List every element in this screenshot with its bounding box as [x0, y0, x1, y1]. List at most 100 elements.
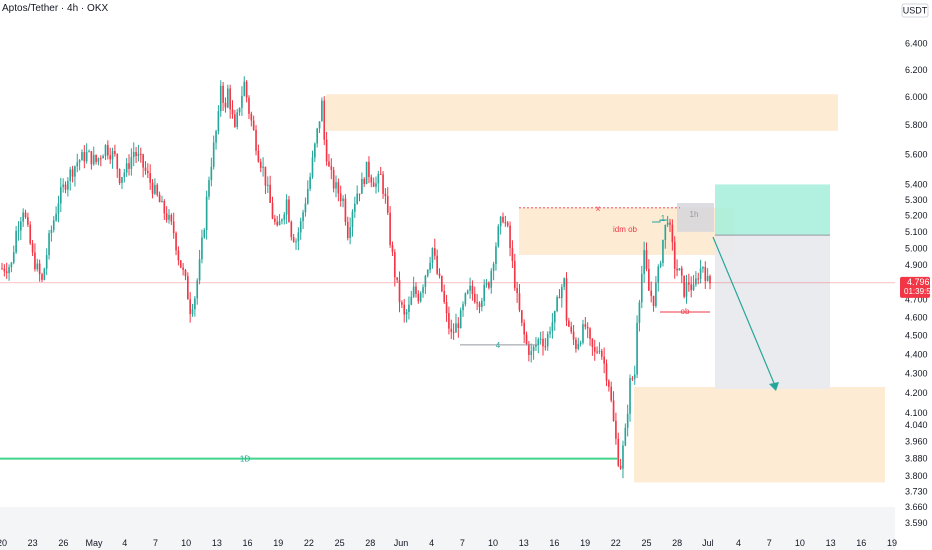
price-tick: 4.100 [905, 408, 928, 418]
candle-body [62, 184, 64, 188]
time-tick: 25 [641, 538, 651, 548]
candle-body [121, 177, 123, 184]
candle-body [215, 131, 217, 143]
candle-body [624, 427, 627, 446]
candle-body [582, 324, 584, 343]
marker-x: x [596, 204, 600, 213]
candle-body [436, 255, 438, 274]
candle-body [262, 166, 264, 168]
price-axis[interactable]: 6.400 6.200 6.000 5.800 5.600 5.400 5.300 5.200… [905, 39, 928, 529]
candle-body [657, 266, 660, 283]
candle-body [633, 374, 636, 379]
candle-body [438, 273, 441, 277]
annotations-layer: 1D 4 idm ob 1h ob x 1 [240, 204, 779, 464]
candle-body [645, 250, 648, 269]
time-tick: 10 [181, 538, 191, 548]
bos-line [652, 219, 668, 223]
currency-badge[interactable]: USDT [901, 3, 929, 18]
candle-body [139, 153, 142, 155]
candle-body [107, 145, 109, 156]
candle-body [396, 277, 398, 280]
candle-body [158, 194, 161, 203]
candle-body [655, 282, 657, 306]
candle-body [471, 285, 474, 294]
time-tick: 4 [736, 538, 741, 548]
candle-body [593, 347, 596, 352]
label-1: 1 [661, 214, 666, 223]
candle-body [38, 263, 41, 275]
time-axis[interactable]: 20 23 26 May 4 7 10 13 16 19 22 25 28 Jun 4 7 10 13 16 19 22… [0, 538, 897, 548]
candle-body [546, 333, 549, 347]
price-tick: 5.600 [905, 149, 928, 159]
candle-body [516, 288, 518, 294]
price-tick: 5.200 [905, 211, 928, 221]
time-tick: 22 [611, 538, 621, 548]
price-tick: 4.600 [905, 312, 928, 322]
candle-body [610, 386, 613, 401]
candle-body [518, 293, 521, 311]
candle-body [598, 350, 601, 352]
candle-body [285, 199, 288, 215]
candle-body [382, 174, 384, 194]
candle-body [186, 276, 189, 300]
candle-body [685, 282, 688, 297]
candle-body [201, 237, 203, 260]
candle-body [3, 268, 6, 272]
candle-body [426, 269, 429, 276]
candle-body [57, 203, 60, 214]
time-tick: 25 [335, 538, 345, 548]
time-tick: 7 [460, 538, 465, 548]
candle-body [349, 227, 351, 238]
candle-body [337, 182, 340, 194]
candle-body [332, 169, 335, 189]
candle-body [704, 267, 707, 281]
candle-body [589, 328, 591, 339]
candle-body [678, 268, 681, 271]
candle-body [194, 298, 196, 310]
candle-body [154, 184, 156, 194]
candle-body [161, 200, 163, 203]
time-tick: 13 [826, 538, 836, 548]
candle-body [346, 221, 349, 238]
candle-body [560, 286, 563, 299]
candle-body [151, 182, 154, 194]
candle-body [502, 216, 504, 223]
candle-body [415, 286, 417, 294]
candle-body [643, 250, 645, 274]
candle-body [499, 216, 502, 227]
candle-body [622, 445, 624, 469]
candle-body [74, 166, 76, 177]
candle-body [19, 221, 22, 231]
candle-body [532, 346, 535, 352]
time-tick: 16 [856, 538, 866, 548]
candle-body [575, 339, 577, 349]
candle-body [292, 237, 295, 242]
candle-body [466, 290, 469, 294]
candle-body [276, 221, 279, 226]
candle-body [542, 338, 544, 347]
candle-body [709, 276, 711, 284]
candle-body [652, 295, 655, 306]
candle-body [321, 100, 323, 122]
price-tick: 3.960 [905, 437, 928, 447]
candle-body [608, 380, 610, 387]
projection-arrow [712, 236, 777, 389]
candle-body [302, 212, 304, 222]
chart-title: Aptos/Tether · 4h · OKX [2, 3, 108, 14]
candle-body [584, 324, 587, 327]
candle-body [314, 143, 316, 158]
zone-upper-supply [326, 94, 838, 131]
price-tick: 5.800 [905, 120, 928, 130]
candle-body [495, 246, 497, 265]
time-tick: May [86, 538, 104, 548]
label-idm-ob: idm ob [613, 225, 638, 234]
candle-body [459, 310, 462, 329]
zone-1h [677, 203, 714, 232]
candle-body [481, 300, 483, 308]
candle-body [266, 184, 269, 186]
price-tick: 6.000 [905, 92, 928, 102]
candle-body [452, 331, 455, 333]
label-1h: 1h [690, 210, 699, 219]
